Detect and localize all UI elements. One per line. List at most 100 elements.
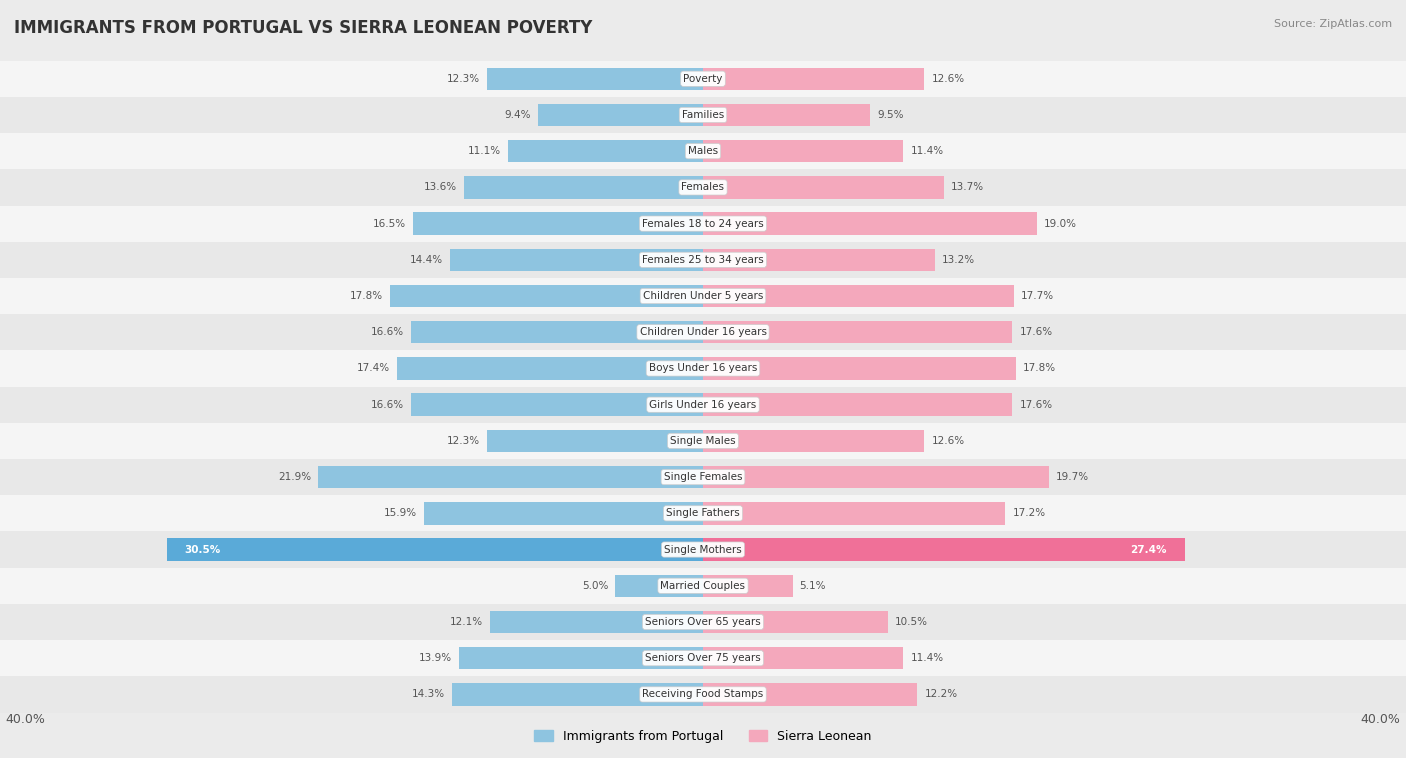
Text: Females 25 to 34 years: Females 25 to 34 years bbox=[643, 255, 763, 265]
Bar bbox=[0, 387, 1406, 423]
Text: 9.4%: 9.4% bbox=[505, 110, 531, 120]
Text: 12.3%: 12.3% bbox=[447, 74, 479, 83]
Bar bbox=[0, 350, 1406, 387]
Text: 16.6%: 16.6% bbox=[371, 399, 405, 409]
Text: Source: ZipAtlas.com: Source: ZipAtlas.com bbox=[1274, 19, 1392, 29]
Text: 5.0%: 5.0% bbox=[582, 581, 609, 590]
Bar bbox=[0, 676, 1406, 713]
Text: 17.7%: 17.7% bbox=[1021, 291, 1054, 301]
Text: 13.6%: 13.6% bbox=[423, 183, 457, 193]
Bar bbox=[537, 104, 703, 126]
Text: 17.2%: 17.2% bbox=[1012, 509, 1046, 518]
Text: 16.6%: 16.6% bbox=[371, 327, 405, 337]
Text: 13.9%: 13.9% bbox=[419, 653, 451, 663]
Bar bbox=[703, 249, 935, 271]
Bar bbox=[450, 249, 703, 271]
Text: Families: Families bbox=[682, 110, 724, 120]
Text: Single Mothers: Single Mothers bbox=[664, 544, 742, 555]
Bar bbox=[398, 357, 703, 380]
Bar bbox=[703, 430, 925, 452]
Bar bbox=[0, 531, 1406, 568]
Text: Seniors Over 65 years: Seniors Over 65 years bbox=[645, 617, 761, 627]
Bar bbox=[0, 423, 1406, 459]
Bar bbox=[0, 242, 1406, 278]
Bar bbox=[412, 393, 703, 416]
Text: Children Under 16 years: Children Under 16 years bbox=[640, 327, 766, 337]
Bar bbox=[0, 133, 1406, 169]
Text: 15.9%: 15.9% bbox=[384, 509, 416, 518]
Bar bbox=[703, 67, 925, 90]
Bar bbox=[703, 285, 1014, 307]
Bar bbox=[0, 640, 1406, 676]
Text: 12.3%: 12.3% bbox=[447, 436, 479, 446]
Bar bbox=[391, 285, 703, 307]
Bar bbox=[318, 466, 703, 488]
Bar bbox=[0, 314, 1406, 350]
Text: 11.1%: 11.1% bbox=[468, 146, 501, 156]
Text: Seniors Over 75 years: Seniors Over 75 years bbox=[645, 653, 761, 663]
Text: Boys Under 16 years: Boys Under 16 years bbox=[648, 364, 758, 374]
Bar bbox=[703, 176, 943, 199]
Bar bbox=[703, 140, 904, 162]
Bar bbox=[703, 611, 887, 633]
Bar bbox=[703, 321, 1012, 343]
Bar bbox=[412, 321, 703, 343]
Bar bbox=[0, 278, 1406, 314]
Bar bbox=[486, 67, 703, 90]
Bar bbox=[508, 140, 703, 162]
Text: Married Couples: Married Couples bbox=[661, 581, 745, 590]
Text: 14.3%: 14.3% bbox=[412, 690, 444, 700]
Bar bbox=[464, 176, 703, 199]
Bar bbox=[0, 459, 1406, 495]
Bar bbox=[0, 495, 1406, 531]
Bar bbox=[458, 647, 703, 669]
Bar bbox=[0, 97, 1406, 133]
Text: Single Males: Single Males bbox=[671, 436, 735, 446]
Text: 19.7%: 19.7% bbox=[1056, 472, 1090, 482]
Text: 27.4%: 27.4% bbox=[1130, 544, 1167, 555]
Text: 17.4%: 17.4% bbox=[357, 364, 391, 374]
Text: Single Females: Single Females bbox=[664, 472, 742, 482]
Bar bbox=[703, 212, 1038, 235]
Legend: Immigrants from Portugal, Sierra Leonean: Immigrants from Portugal, Sierra Leonean bbox=[530, 725, 876, 748]
Text: Receiving Food Stamps: Receiving Food Stamps bbox=[643, 690, 763, 700]
Text: IMMIGRANTS FROM PORTUGAL VS SIERRA LEONEAN POVERTY: IMMIGRANTS FROM PORTUGAL VS SIERRA LEONE… bbox=[14, 19, 592, 37]
Bar bbox=[703, 502, 1005, 525]
Text: 9.5%: 9.5% bbox=[877, 110, 904, 120]
Bar bbox=[486, 430, 703, 452]
Bar bbox=[703, 357, 1015, 380]
Bar bbox=[0, 205, 1406, 242]
Text: 12.6%: 12.6% bbox=[932, 436, 965, 446]
Bar bbox=[413, 212, 703, 235]
Text: 17.8%: 17.8% bbox=[350, 291, 382, 301]
Text: 5.1%: 5.1% bbox=[800, 581, 827, 590]
Text: 30.5%: 30.5% bbox=[184, 544, 221, 555]
Text: 13.2%: 13.2% bbox=[942, 255, 976, 265]
Text: 40.0%: 40.0% bbox=[6, 713, 45, 725]
Text: 17.6%: 17.6% bbox=[1019, 327, 1053, 337]
Text: Single Fathers: Single Fathers bbox=[666, 509, 740, 518]
Text: Poverty: Poverty bbox=[683, 74, 723, 83]
Bar bbox=[703, 393, 1012, 416]
Text: Females 18 to 24 years: Females 18 to 24 years bbox=[643, 218, 763, 229]
Bar bbox=[703, 538, 1184, 561]
Bar bbox=[491, 611, 703, 633]
Text: 40.0%: 40.0% bbox=[1361, 713, 1400, 725]
Text: 19.0%: 19.0% bbox=[1043, 218, 1077, 229]
Bar bbox=[451, 683, 703, 706]
Bar bbox=[167, 538, 703, 561]
Bar bbox=[0, 568, 1406, 604]
Text: Males: Males bbox=[688, 146, 718, 156]
Text: 14.4%: 14.4% bbox=[409, 255, 443, 265]
Text: 13.7%: 13.7% bbox=[950, 183, 984, 193]
Bar bbox=[0, 169, 1406, 205]
Text: 12.1%: 12.1% bbox=[450, 617, 484, 627]
Text: 16.5%: 16.5% bbox=[373, 218, 406, 229]
Text: Girls Under 16 years: Girls Under 16 years bbox=[650, 399, 756, 409]
Bar bbox=[703, 104, 870, 126]
Bar bbox=[0, 604, 1406, 640]
Bar bbox=[616, 575, 703, 597]
Text: 12.6%: 12.6% bbox=[932, 74, 965, 83]
Text: 21.9%: 21.9% bbox=[278, 472, 311, 482]
Bar bbox=[0, 61, 1406, 97]
